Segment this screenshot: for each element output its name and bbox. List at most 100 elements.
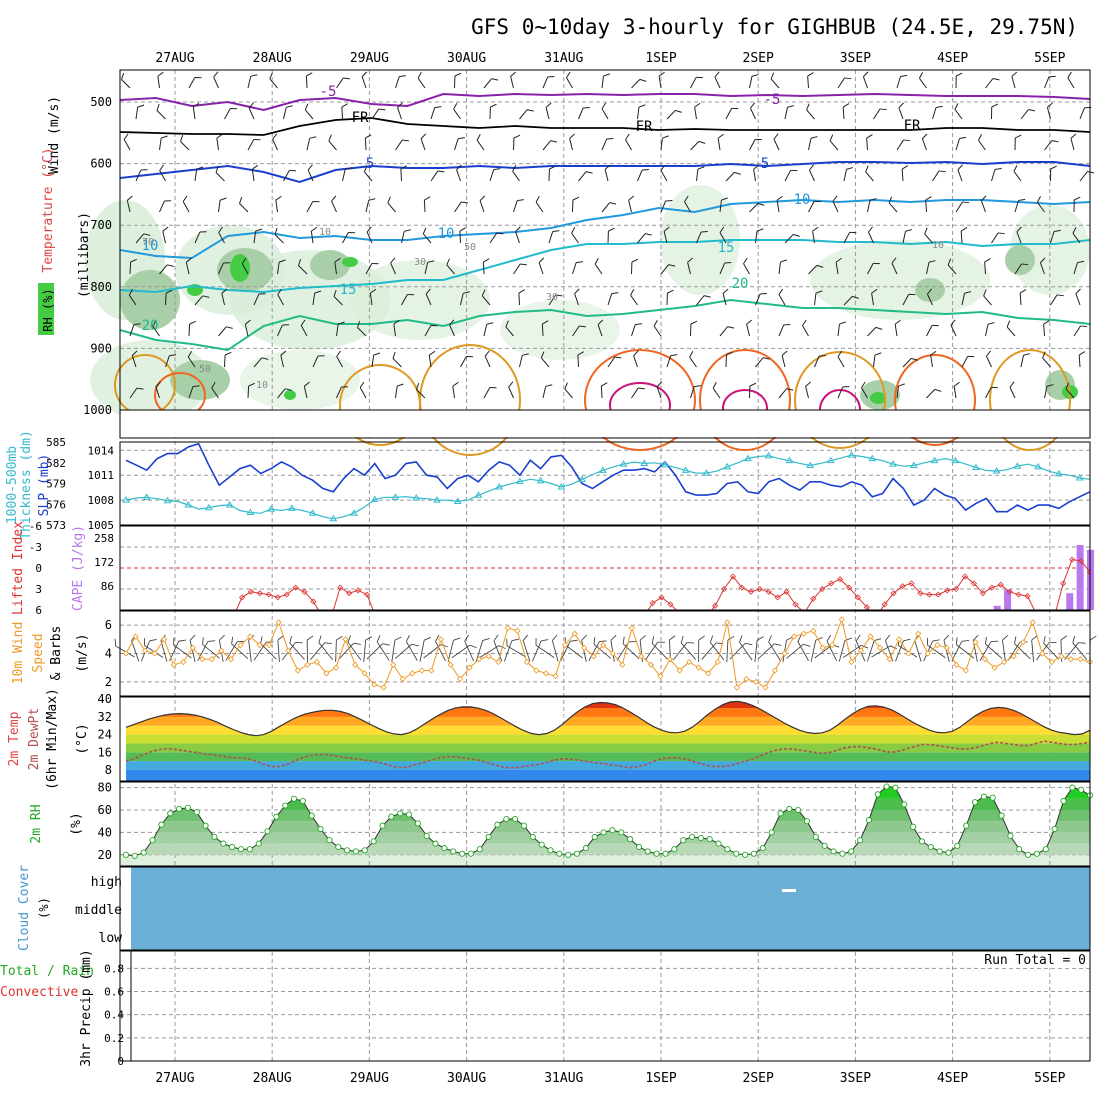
barb-staff (277, 388, 286, 399)
barb-flag (639, 78, 647, 82)
barb-flag (604, 164, 611, 170)
barb-staff (542, 386, 547, 399)
wind10-barb-flag (874, 638, 882, 642)
thickness-point (744, 454, 752, 462)
barb-staff (843, 232, 851, 244)
wind10-barb-flag (207, 640, 216, 642)
barb-flag (751, 74, 759, 77)
barb-flag (230, 108, 238, 110)
thickness-label-unit: Thickness (dm) (19, 430, 34, 540)
barb-flag (776, 195, 783, 201)
wind10-barb-flag (1078, 642, 1086, 644)
barb-staff (991, 232, 999, 244)
wind10-point (151, 650, 158, 657)
wind10-point (476, 656, 483, 663)
thickness-point (433, 496, 441, 503)
barb-flag (491, 78, 499, 81)
barb-staff (280, 355, 284, 368)
barb-flag (992, 78, 1000, 81)
wind10-barb-flag (376, 635, 381, 643)
wind-barb (902, 293, 916, 306)
wind-barb (637, 233, 652, 244)
wind10-barb-flag (506, 638, 508, 646)
thickness-point (764, 451, 773, 459)
barb-staff (420, 138, 426, 151)
barb-flag (698, 140, 706, 144)
wind-barb (1067, 71, 1075, 89)
wind-barb (157, 71, 164, 89)
barb-flag (1046, 384, 1054, 387)
barb-staff (180, 141, 190, 151)
barb-staff (808, 138, 812, 151)
wind-barb (334, 257, 341, 275)
barb-staff (778, 294, 786, 306)
barb-staff (277, 262, 280, 275)
panel-frame-precip (119, 950, 1091, 1062)
isotherm-loop (794, 351, 886, 449)
wind-barb (392, 351, 402, 368)
rh2m-point (653, 850, 660, 857)
barb-flag (164, 200, 172, 202)
wind-barb (428, 350, 436, 368)
barb-flag (241, 257, 247, 264)
wind10-barb-staff (680, 642, 697, 660)
barb-flag (1065, 382, 1070, 390)
rh2m-point (547, 847, 554, 854)
wind10-point (247, 633, 254, 640)
barb-staff (926, 293, 933, 306)
wind-barb (957, 164, 963, 182)
rh2m-point (591, 833, 598, 840)
lifted-index-point (944, 587, 951, 594)
wind-barb (365, 198, 376, 213)
wind-barb (336, 321, 345, 337)
wind-barb (961, 291, 972, 306)
wind10-barb-flag (669, 635, 676, 641)
wind10-barb-flag (1089, 635, 1097, 641)
wind-barb (304, 103, 314, 120)
barb-flag (481, 289, 486, 297)
pressure-tick: 800 (90, 280, 112, 294)
barb-flag (868, 226, 873, 233)
barb-flag (663, 226, 670, 232)
wind-barb (336, 77, 350, 89)
wind10-point (409, 670, 416, 677)
wind10-point (810, 627, 817, 634)
wind-barb (277, 259, 286, 275)
isotherm-label: 15 (718, 240, 735, 256)
wind-barb (1050, 165, 1057, 182)
barb-staff (898, 107, 904, 120)
wind10-barb-staff (1064, 642, 1079, 661)
barb-staff (960, 230, 963, 244)
wind10-barb-flag (1002, 634, 1009, 641)
wind-barb (165, 354, 177, 368)
barb-flag (714, 71, 720, 78)
temp-band (126, 752, 1090, 762)
thickness-point (1013, 462, 1022, 469)
barb-flag (185, 257, 192, 263)
temp-band (126, 725, 1090, 735)
wind10-point (819, 644, 826, 651)
date-label-bottom: 31AUG (544, 1071, 583, 1086)
rh2m-point (644, 848, 651, 855)
wind-barb (984, 258, 991, 275)
wind-barb (342, 167, 352, 182)
wind-barb (684, 195, 691, 213)
barb-flag (189, 320, 196, 325)
barb-staff (336, 77, 344, 89)
pressure-tick: 500 (90, 95, 112, 109)
barb-flag (449, 319, 455, 326)
wind10-barb-staff (1043, 642, 1059, 660)
lifted-index-point (729, 573, 737, 580)
barb-staff (424, 262, 429, 275)
barb-flag (724, 262, 732, 264)
wind10-point (189, 644, 196, 651)
wind-barb (985, 350, 992, 368)
barb-flag (489, 387, 497, 389)
wind-barb (725, 171, 741, 182)
barb-staff (1070, 138, 1075, 151)
barb-staff (424, 325, 432, 337)
wind-barb (361, 71, 368, 89)
panel-frame-rh (119, 781, 1091, 867)
wind10-point (218, 647, 225, 654)
wind-barb (159, 135, 168, 151)
